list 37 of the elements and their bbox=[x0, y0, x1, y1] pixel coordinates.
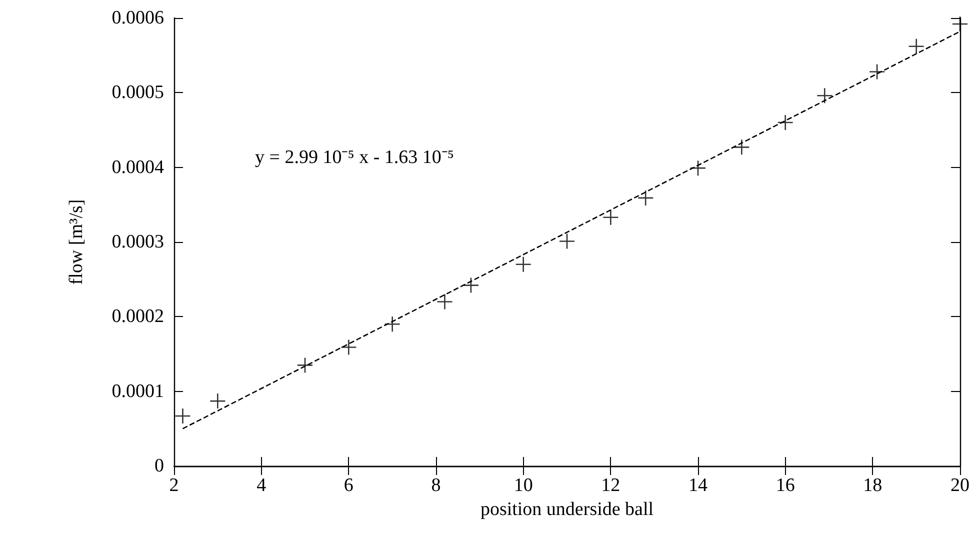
x-tick-label: 20 bbox=[950, 475, 970, 496]
annotation: y = 2.99 10⁻⁵ x - 1.63 10⁻⁵ bbox=[255, 147, 454, 168]
x-tick-label: 18 bbox=[863, 475, 882, 496]
point bbox=[462, 277, 480, 294]
x-tick-label: 6 bbox=[344, 475, 354, 496]
x-tick-label: 14 bbox=[688, 475, 708, 496]
point bbox=[340, 339, 357, 356]
point bbox=[558, 233, 576, 250]
point bbox=[436, 294, 453, 310]
point bbox=[868, 64, 886, 80]
x-tick-label: 2 bbox=[169, 475, 179, 496]
y-axis-title: flow [m³/s] bbox=[66, 199, 87, 285]
y-tick-label: 0 bbox=[154, 456, 164, 476]
y-tick-label: 0.0004 bbox=[112, 156, 164, 178]
point bbox=[734, 139, 750, 156]
y-tick-label: 0.0005 bbox=[112, 82, 164, 104]
point bbox=[210, 392, 226, 410]
x-tick-label: 12 bbox=[601, 475, 620, 496]
point bbox=[777, 114, 794, 131]
x-tick-label: 10 bbox=[514, 475, 533, 496]
y-tick-label: 0.0002 bbox=[112, 306, 164, 328]
x-axis-title: position underside ball bbox=[480, 499, 654, 520]
point bbox=[816, 88, 833, 104]
point bbox=[602, 209, 619, 226]
y-tick-label: 0.0003 bbox=[112, 232, 164, 252]
x-tick-label: 4 bbox=[256, 475, 267, 496]
point bbox=[690, 160, 706, 176]
point bbox=[384, 316, 400, 332]
point bbox=[637, 190, 654, 206]
point bbox=[174, 408, 191, 424]
point bbox=[908, 38, 924, 55]
x-tick-label: 8 bbox=[431, 475, 441, 496]
y-tick-label: 0.0001 bbox=[112, 380, 164, 402]
point bbox=[296, 357, 314, 374]
y-tick-label: 0.0006 bbox=[112, 8, 164, 28]
x-tick-label: 16 bbox=[776, 475, 795, 496]
point bbox=[515, 256, 532, 273]
